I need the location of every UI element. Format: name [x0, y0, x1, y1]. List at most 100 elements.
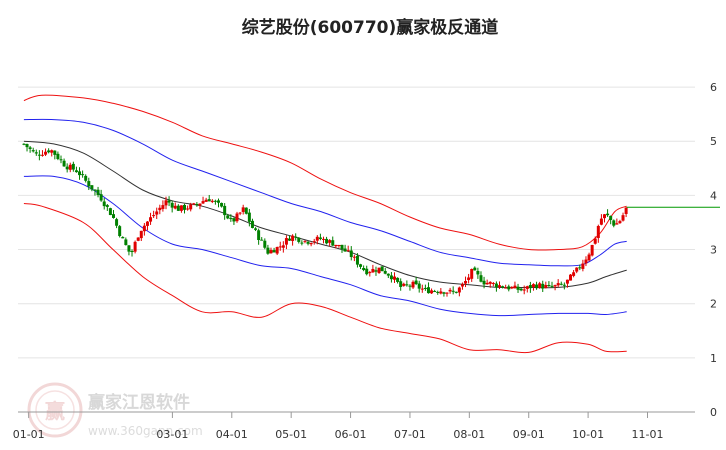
candle-down [28, 147, 32, 149]
candle-up [44, 151, 48, 155]
candle-up [321, 238, 325, 240]
candle-up [50, 150, 54, 153]
candle-down [90, 185, 94, 190]
candle-up [599, 218, 603, 225]
candle-up [136, 237, 140, 241]
watermark-site: www.360gann.com [88, 424, 203, 438]
candle-up [467, 277, 471, 280]
y-tick-label: 3 [710, 244, 717, 257]
candle-up [68, 164, 72, 170]
x-tick-label: 07-01 [394, 428, 426, 441]
candle-up [569, 274, 573, 281]
candle-up [420, 288, 424, 290]
candle-down [476, 270, 480, 275]
candle-down [408, 285, 412, 287]
candle-up [179, 205, 183, 211]
candle-up [139, 230, 143, 239]
y-tick-label: 2 [710, 298, 717, 311]
candle-down [37, 154, 41, 156]
candle-up [40, 154, 44, 156]
candle-down [365, 268, 369, 275]
candle-up [189, 204, 193, 210]
candle-down [535, 284, 539, 289]
candle-up [504, 287, 508, 289]
candle-down [254, 228, 258, 230]
candle-up [238, 212, 242, 214]
svg-text:赢: 赢 [45, 399, 65, 423]
candle-down [102, 201, 106, 207]
candle-down [343, 248, 347, 252]
candle-down [380, 266, 384, 272]
candle-down [562, 284, 566, 286]
candle-down [306, 241, 310, 244]
candle-down [547, 284, 551, 286]
candle-up [161, 205, 165, 209]
candle-down [130, 250, 134, 253]
candle-up [522, 289, 526, 291]
candle-down [399, 281, 403, 287]
candle-down [93, 189, 97, 191]
candle-up [488, 281, 492, 284]
candle-up [284, 238, 288, 245]
candle-up [470, 268, 474, 279]
candle-up [164, 200, 168, 206]
candle-up [411, 281, 415, 288]
x-tick-label: 09-01 [513, 428, 545, 441]
candle-up [464, 280, 468, 284]
candle-down [195, 204, 199, 206]
candle-down [479, 275, 483, 282]
candle-up [590, 244, 594, 256]
x-tick-label: 11-01 [632, 428, 664, 441]
candle-down [559, 283, 563, 285]
watermark: 赢 赢家江恩软件 www.360gann.com [27, 382, 203, 438]
candle-down [247, 212, 251, 222]
candle-up [439, 291, 443, 294]
candle-down [383, 270, 387, 274]
candle-up [581, 263, 585, 269]
candle-down [183, 204, 187, 210]
candle-down [417, 283, 421, 289]
candle-down [213, 200, 217, 202]
candle-down [426, 287, 430, 294]
channel-bands [23, 94, 627, 354]
candle-up [204, 199, 208, 202]
candle-down [87, 181, 91, 187]
candle-down [220, 202, 224, 207]
candle-down [507, 286, 511, 290]
candle-down [294, 236, 298, 238]
candle-down [260, 239, 264, 241]
candle-up [460, 284, 464, 287]
candle-up [618, 221, 622, 224]
candle-down [501, 286, 505, 288]
candle-up [485, 282, 489, 285]
candle-up [587, 254, 591, 261]
candle-up [291, 235, 295, 241]
y-tick-label: 0 [710, 406, 717, 419]
candle-up [525, 286, 529, 289]
candle-up [596, 225, 600, 238]
candle-up [303, 240, 307, 242]
candle-down [612, 220, 616, 226]
candle-down [473, 267, 477, 271]
candle-down [433, 291, 437, 293]
candle-down [451, 290, 455, 292]
candle-up [152, 215, 156, 217]
candle-down [31, 150, 35, 152]
candle-up [269, 250, 273, 254]
candle-down [359, 264, 363, 267]
candle-up [312, 241, 316, 243]
candle-up [328, 240, 332, 243]
candle-down [482, 280, 486, 285]
candle-down [355, 255, 359, 265]
candle-up [457, 287, 461, 293]
band-lower-outer [23, 203, 627, 354]
candle-up [377, 267, 381, 273]
candle-down [423, 287, 427, 289]
candle-down [405, 284, 409, 286]
candle-down [229, 218, 233, 220]
candle-up [210, 200, 214, 202]
candle-up [334, 244, 338, 247]
candle-up [346, 250, 350, 252]
y-tick-label: 4 [710, 189, 717, 202]
